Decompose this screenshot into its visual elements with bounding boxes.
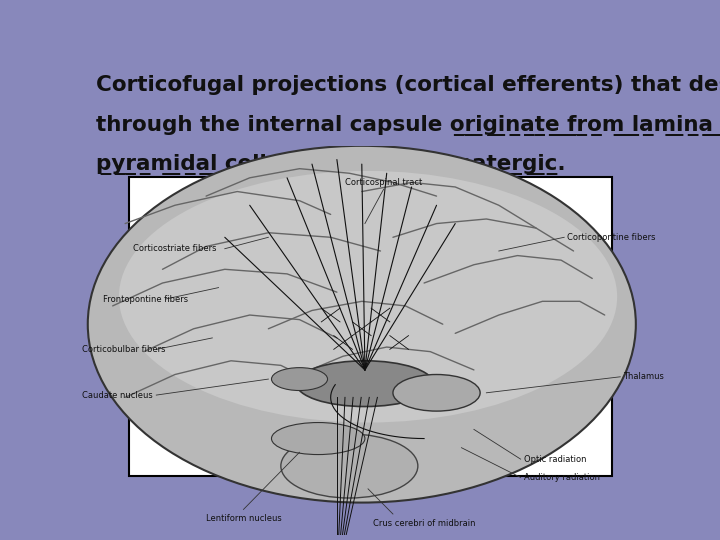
Text: Caudate nucleus: Caudate nucleus — [81, 390, 153, 400]
Ellipse shape — [119, 171, 617, 422]
Text: Frontopontine fibers: Frontopontine fibers — [104, 294, 189, 303]
FancyBboxPatch shape — [129, 177, 612, 476]
Text: Thalamus: Thalamus — [624, 372, 665, 381]
Text: Auditory radiation: Auditory radiation — [523, 473, 600, 482]
Text: through the internal capsule o̲r̲i̲g̲i̲n̲a̲t̲e̲ ̲f̲r̲o̲m̲ ̲l̲a̲m̲i̲n̲a̲ ̲V̲: through the internal capsule o̲r̲i̲g̲i̲n… — [96, 114, 720, 136]
Ellipse shape — [271, 422, 365, 455]
Ellipse shape — [297, 361, 433, 407]
Text: Corticofugal projections (cortical efferents) that descend: Corticofugal projections (cortical effer… — [96, 75, 720, 95]
Text: Corticostriate fibers: Corticostriate fibers — [133, 244, 217, 253]
Text: Optic radiation: Optic radiation — [523, 455, 586, 464]
Ellipse shape — [88, 146, 636, 503]
Text: Corticopontine fibers: Corticopontine fibers — [567, 233, 656, 242]
Text: p̲y̲r̲a̲m̲i̲d̲a̲l̲ ̲c̲e̲l̲l̲s̲ and are g̲l̲u̲t̲a̲m̲a̲t̲e̲r̲g̲i̲c̲.: p̲y̲r̲a̲m̲i̲d̲a̲l̲ ̲c̲e̲l̲l̲s̲ and are g… — [96, 154, 565, 175]
Ellipse shape — [393, 375, 480, 411]
Ellipse shape — [281, 434, 418, 498]
Text: Lentiform nucleus: Lentiform nucleus — [206, 514, 282, 523]
Ellipse shape — [271, 368, 328, 390]
Text: Corticobulbar fibers: Corticobulbar fibers — [81, 345, 165, 354]
Text: Corticospinal tract: Corticospinal tract — [345, 178, 422, 187]
Text: Crus cerebri of midbrain: Crus cerebri of midbrain — [373, 518, 475, 528]
